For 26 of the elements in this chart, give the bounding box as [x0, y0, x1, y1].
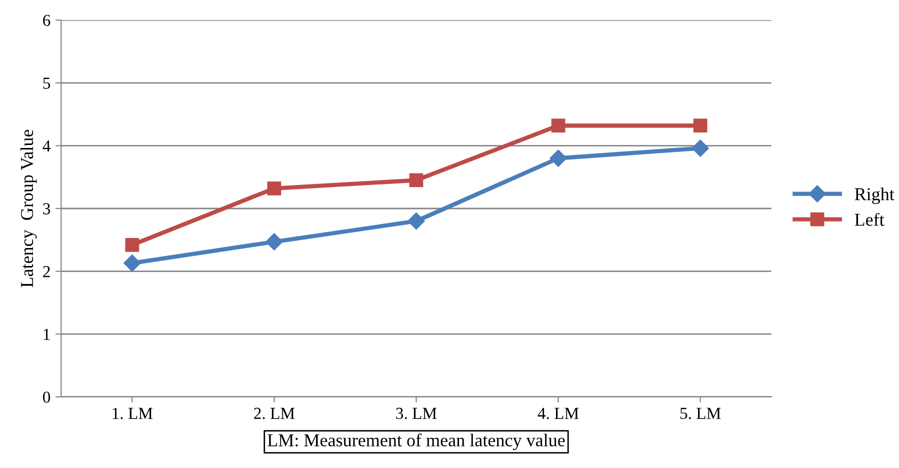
point	[125, 238, 140, 252]
point	[124, 254, 141, 272]
y-tick-label: 0	[43, 392, 50, 403]
y-axis-title: Latency Group Value	[20, 130, 37, 288]
y-tick-label: 1	[44, 328, 50, 340]
x-tick-label: 5. LM	[680, 408, 721, 420]
point	[693, 118, 708, 133]
point	[267, 181, 282, 196]
point	[550, 150, 567, 167]
y-tick-label: 6	[43, 14, 50, 26]
y-tick-label: 4	[42, 140, 50, 152]
point	[692, 140, 709, 157]
x-tick-label: 2. LM	[254, 408, 295, 420]
legend-label: Right	[854, 188, 894, 204]
point	[409, 173, 424, 188]
point	[266, 233, 283, 250]
x-tick-label: 4. LM	[538, 408, 579, 420]
legend-label: Left	[854, 212, 884, 226]
y-tick-label: 3	[43, 203, 50, 214]
x-axis-title: LM: Measurement of mean latency value	[268, 434, 565, 450]
y-tick-label: 2	[43, 266, 50, 278]
point	[408, 212, 425, 230]
y-tick-label: 5	[43, 78, 50, 89]
x-tick-label: 3. LM	[396, 408, 437, 420]
x-tick-label: 1. LM	[112, 408, 152, 420]
point	[551, 118, 566, 133]
